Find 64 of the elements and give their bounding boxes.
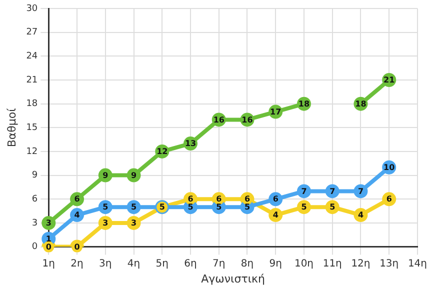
- y-tick-label: 3: [32, 218, 38, 228]
- y-tick-label: 15: [26, 122, 38, 133]
- x-tick-label: 14η: [408, 258, 427, 270]
- data-label: 5: [102, 202, 109, 212]
- data-label: 5: [330, 202, 336, 212]
- data-label: 6: [216, 194, 222, 204]
- data-label: 5: [301, 202, 308, 212]
- data-label: 0: [74, 242, 80, 252]
- x-tick-label: 11η: [322, 258, 342, 270]
- data-label: 0: [46, 242, 52, 252]
- data-label: 9: [102, 170, 109, 180]
- data-label: 5: [216, 202, 222, 212]
- data-label: 7: [358, 186, 364, 196]
- x-tick-label: 3η: [99, 258, 112, 270]
- x-tick-label: 7η: [212, 258, 226, 270]
- data-label: 5: [244, 202, 250, 212]
- data-label: 16: [242, 115, 254, 124]
- data-label: 3: [102, 218, 108, 228]
- y-tick-label: 12: [26, 146, 38, 157]
- data-label: 9: [130, 170, 137, 180]
- x-tick-label: 1η: [42, 258, 56, 270]
- y-tick-label: 27: [26, 28, 38, 38]
- data-label: 6: [188, 194, 194, 204]
- y-tick-label: 6: [32, 194, 38, 204]
- x-tick-label: 8η: [240, 258, 254, 270]
- data-label: 7: [330, 186, 336, 196]
- x-axis-title: Αγωνιστική: [201, 272, 266, 286]
- data-label: 5: [130, 202, 137, 212]
- x-tick-label: 13η: [380, 258, 399, 270]
- data-label: 5: [188, 202, 194, 212]
- data-label: 18: [355, 99, 367, 108]
- data-label: 6: [272, 194, 279, 204]
- y-tick-label: 30: [26, 4, 38, 14]
- data-label: 7: [301, 186, 307, 196]
- data-label: 4: [272, 210, 279, 220]
- data-label: 21: [384, 76, 396, 85]
- x-tick-label: 12η: [351, 258, 370, 270]
- x-tick-label: 6η: [184, 258, 197, 270]
- y-axis-title: Βαθμοί: [5, 108, 18, 148]
- y-tick-label: 0: [32, 242, 38, 252]
- y-tick-label: 24: [26, 52, 38, 62]
- data-label: 10: [384, 162, 396, 172]
- x-tick-label: 10η: [294, 258, 314, 270]
- data-label: 5: [159, 202, 166, 212]
- data-label: 6: [386, 194, 392, 204]
- y-tick-label: 9: [32, 170, 38, 181]
- data-label: 16: [213, 115, 225, 124]
- data-label: 4: [358, 210, 364, 220]
- x-tick-label: 9η: [269, 258, 282, 270]
- y-tick-label: 21: [26, 75, 38, 86]
- data-label: 12: [156, 147, 168, 156]
- data-label: 6: [244, 194, 250, 204]
- data-label: 3: [46, 218, 52, 228]
- data-label: 13: [184, 139, 196, 148]
- data-label: 17: [270, 107, 282, 116]
- x-tick-label: 2η: [70, 258, 84, 270]
- data-label: 6: [74, 194, 80, 204]
- data-label: 1: [46, 234, 52, 244]
- y-tick-label: 18: [26, 99, 38, 110]
- x-tick-label: 4η: [127, 258, 140, 270]
- data-label: 18: [298, 99, 310, 108]
- data-label: 3: [130, 218, 137, 228]
- data-label: 4: [74, 210, 80, 220]
- x-tick-label: 5η: [156, 258, 168, 270]
